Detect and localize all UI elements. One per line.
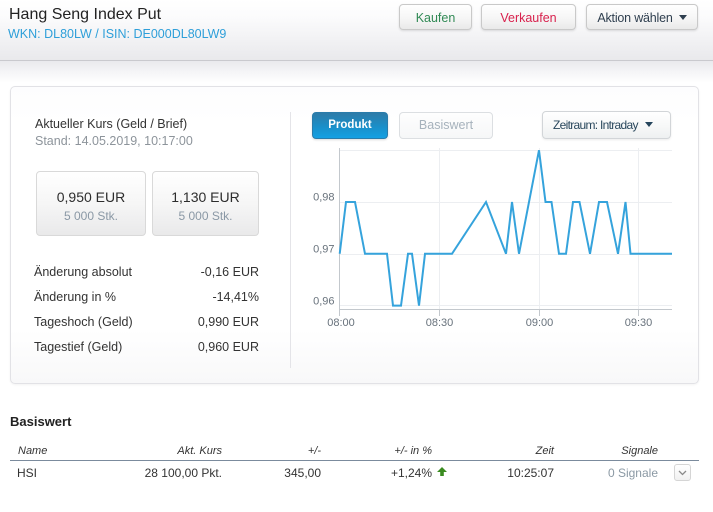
svg-text:09:30: 09:30 [625, 317, 653, 329]
svg-text:09:00: 09:00 [526, 317, 554, 329]
svg-text:08:30: 08:30 [426, 317, 454, 329]
svg-text:0,97: 0,97 [313, 244, 334, 256]
svg-text:0,96: 0,96 [313, 296, 334, 308]
svg-text:08:00: 08:00 [327, 317, 355, 329]
svg-text:0,98: 0,98 [313, 192, 334, 204]
